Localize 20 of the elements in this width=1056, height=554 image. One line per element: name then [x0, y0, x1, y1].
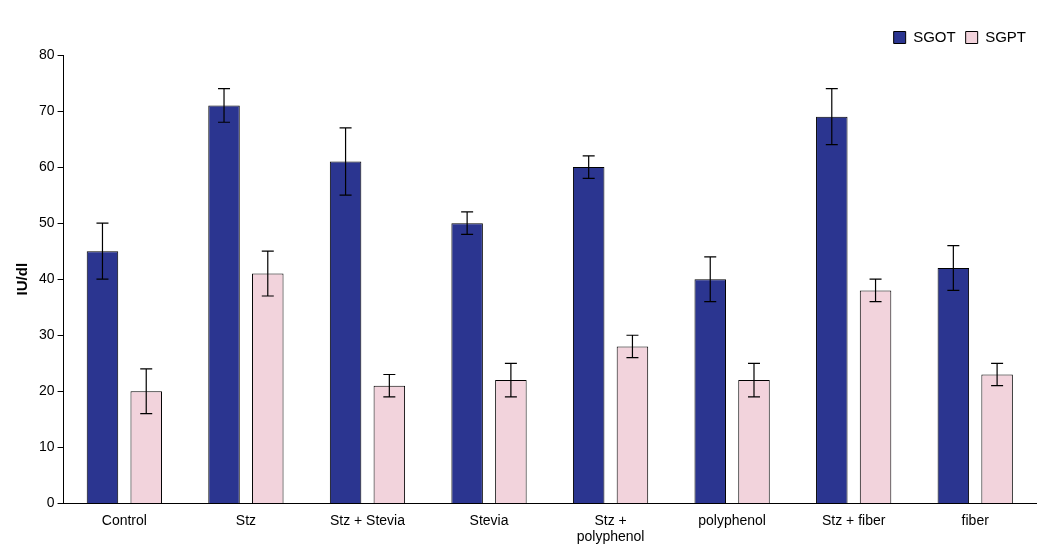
- y-axis-title: IU/dl: [13, 262, 31, 296]
- legend-label: SGPT: [985, 27, 1026, 45]
- x-tick-label: polyphenol: [698, 511, 766, 528]
- x-tick-label: Control: [101, 511, 147, 528]
- y-tick-label: 10: [38, 438, 55, 455]
- x-tick-label: Stevia: [469, 511, 509, 528]
- y-tick-label: 20: [38, 382, 55, 399]
- x-tick-label: Stz + Stevia: [329, 511, 406, 528]
- x-tick-label: Stz + fiber: [821, 511, 886, 528]
- y-tick-label: 60: [38, 157, 55, 174]
- x-tick-label: fiber: [961, 511, 990, 528]
- legend-label: SGOT: [913, 27, 956, 45]
- y-tick-label: 80: [38, 45, 55, 62]
- y-tick-label: 40: [38, 270, 55, 287]
- x-tick-label: Stz + polyphenol: [576, 511, 645, 545]
- y-tick-label: 0: [46, 494, 55, 511]
- y-tick-label: 50: [38, 214, 55, 231]
- x-tick-label: Stz: [235, 511, 257, 528]
- y-tick-label: 70: [38, 101, 55, 118]
- y-tick-label: 30: [38, 326, 55, 343]
